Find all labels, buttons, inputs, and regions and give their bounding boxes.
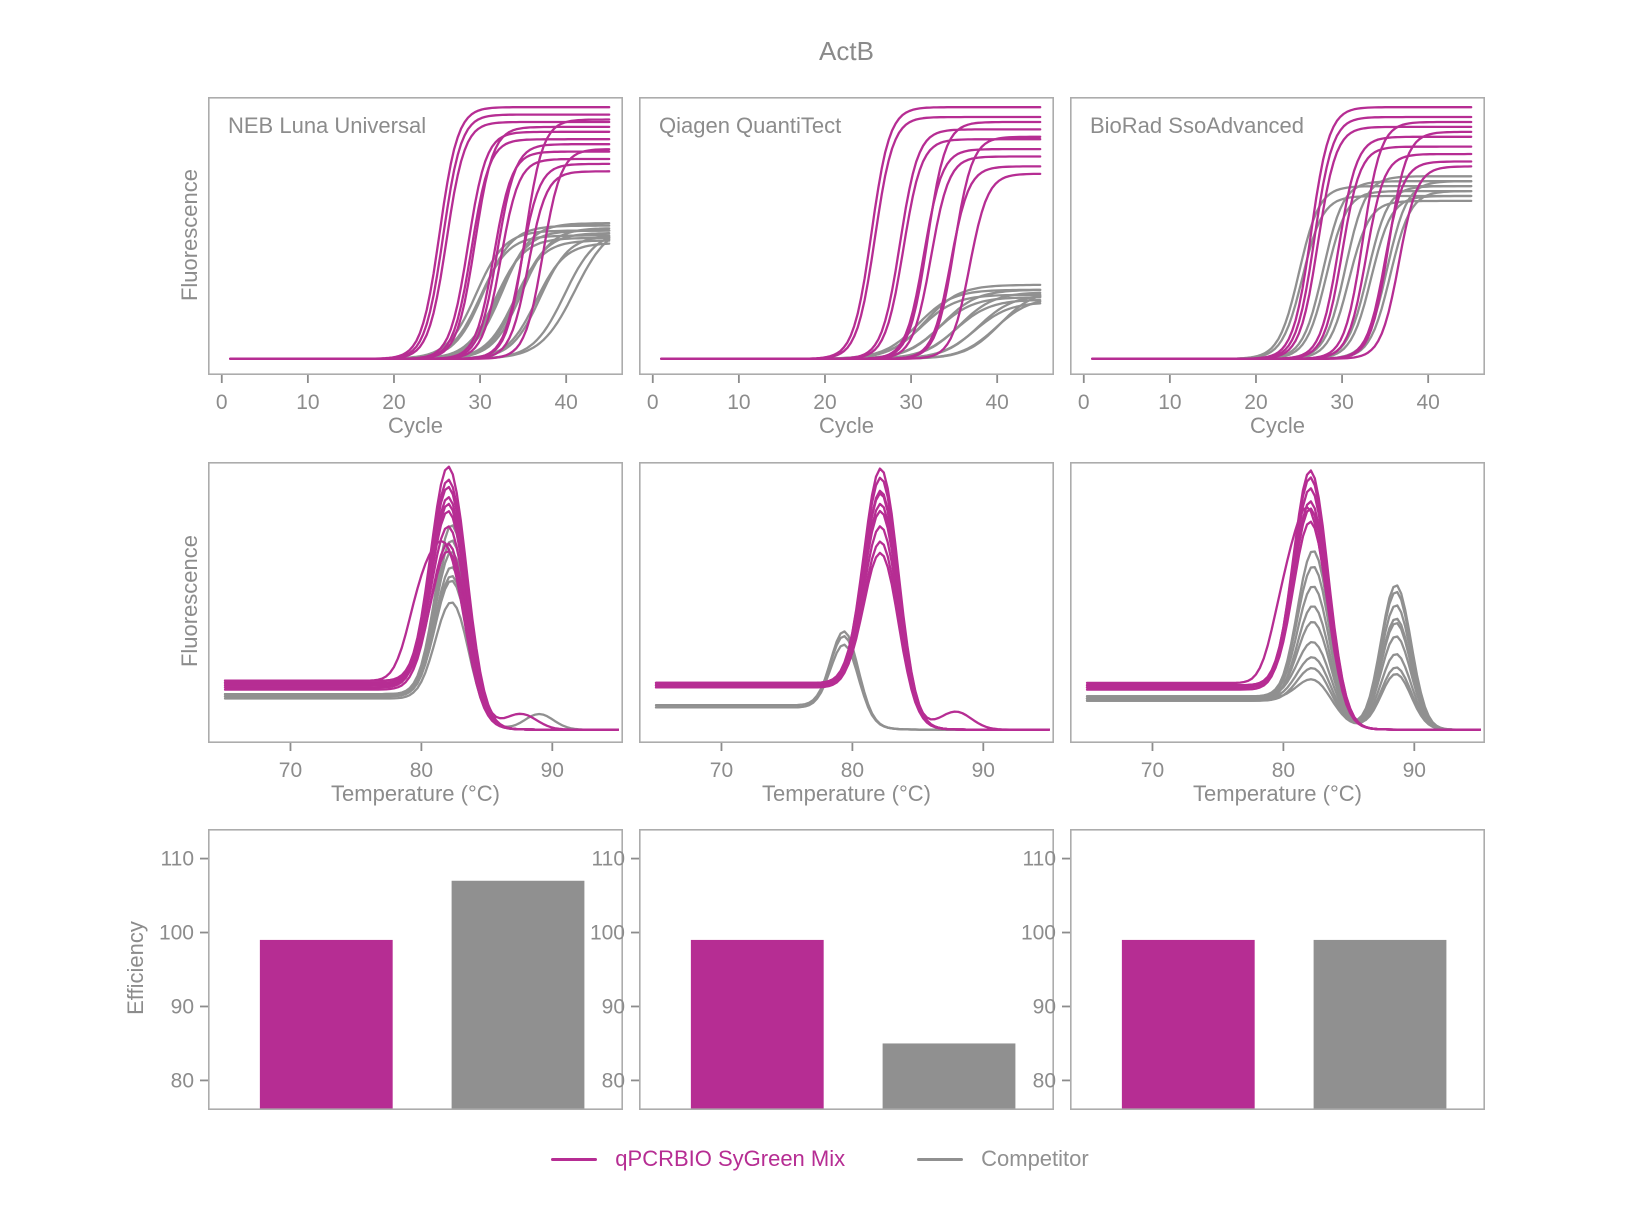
panel-melt-neb: 70 80 90 Temperature (°C) <box>208 462 623 806</box>
svg-text:70: 70 <box>1141 759 1164 782</box>
svg-text:Temperature (°C): Temperature (°C) <box>1193 781 1362 806</box>
panel-efficiency-neb: 80 90 100 110 <box>133 829 628 1116</box>
svg-text:10: 10 <box>1158 391 1181 414</box>
svg-text:Temperature (°C): Temperature (°C) <box>331 781 500 806</box>
bar-qpcrbio-sygreen-mix <box>259 939 393 1110</box>
svg-text:110: 110 <box>592 848 625 871</box>
svg-text:80: 80 <box>410 759 433 782</box>
svg-text:100: 100 <box>1021 922 1056 945</box>
melt-plot-qiagen: 70 80 90 Temperature (°C) <box>639 462 1054 806</box>
svg-text:0: 0 <box>647 391 659 414</box>
efficiency-bars-neb: 80 90 100 110 <box>159 829 623 1110</box>
svg-text:Cycle: Cycle <box>388 413 443 438</box>
svg-text:0: 0 <box>216 391 228 414</box>
svg-text:20: 20 <box>813 391 836 414</box>
legend-line-swatch-gray <box>917 1157 964 1161</box>
svg-text:80: 80 <box>1272 759 1295 782</box>
svg-text:80: 80 <box>171 1069 194 1092</box>
amplification-plot-qiagen: 0 10 20 30 40 Cycle <box>639 97 1054 438</box>
bar-qpcrbio-sygreen-mix <box>1121 939 1255 1110</box>
efficiency-bars-biorad: 80 90 100 110 <box>1021 829 1485 1110</box>
svg-text:40: 40 <box>985 391 1008 414</box>
svg-text:Temperature (°C): Temperature (°C) <box>762 781 931 806</box>
svg-text:90: 90 <box>541 759 564 782</box>
svg-text:80: 80 <box>1033 1069 1056 1092</box>
legend-item-qpcrbio: qPCRBIO SyGreen Mix <box>551 1146 845 1172</box>
svg-text:30: 30 <box>1330 391 1353 414</box>
legend-label-qpcrbio: qPCRBIO SyGreen Mix <box>615 1146 846 1171</box>
legend-item-competitor: Competitor <box>917 1146 1089 1172</box>
melt-plot-biorad: 70 80 90 Temperature (°C) <box>1070 462 1485 806</box>
svg-text:100: 100 <box>159 922 194 945</box>
svg-text:90: 90 <box>171 995 194 1018</box>
legend-line-swatch-magenta <box>551 1157 598 1161</box>
svg-text:20: 20 <box>382 391 405 414</box>
panel-label-biorad: BioRad SsoAdvanced <box>1090 113 1305 138</box>
panel-efficiency-biorad: 80 90 100 110 <box>995 829 1490 1116</box>
svg-text:80: 80 <box>841 759 864 782</box>
svg-text:90: 90 <box>1403 759 1426 782</box>
svg-text:90: 90 <box>1033 995 1056 1018</box>
svg-text:10: 10 <box>727 391 750 414</box>
legend-label-competitor: Competitor <box>981 1146 1089 1171</box>
row1-y-axis-label: Fluorescence <box>177 168 202 302</box>
amplification-plot-biorad: 0 10 20 30 40 Cycle <box>1070 97 1485 438</box>
figure-title: ActB <box>819 36 874 66</box>
svg-text:Cycle: Cycle <box>819 413 874 438</box>
panel-amplification-neb: 0 10 20 30 40 Cycle NEB Luna Universal <box>208 97 623 438</box>
legend: qPCRBIO SyGreen Mix Competitor <box>0 1146 1640 1172</box>
svg-text:0: 0 <box>1078 391 1090 414</box>
svg-text:20: 20 <box>1244 391 1267 414</box>
svg-text:10: 10 <box>296 391 319 414</box>
panel-efficiency-qiagen: 80 90 100 110 <box>564 829 1059 1116</box>
svg-text:70: 70 <box>279 759 302 782</box>
bar-competitor <box>882 1043 1016 1110</box>
row2-y-axis-label: Fluorescence <box>177 534 202 668</box>
panel-amplification-biorad: 0 10 20 30 40 Cycle BioRad SsoAdvanced <box>1070 97 1485 438</box>
svg-text:30: 30 <box>899 391 922 414</box>
svg-text:40: 40 <box>1416 391 1439 414</box>
svg-text:90: 90 <box>602 995 625 1018</box>
svg-text:110: 110 <box>1023 848 1056 871</box>
panel-label-qiagen: Qiagen QuantiTect <box>659 113 842 138</box>
melt-plot-neb: 70 80 90 Temperature (°C) <box>208 462 623 806</box>
svg-text:40: 40 <box>554 391 577 414</box>
efficiency-bars-qiagen: 80 90 100 110 <box>590 829 1054 1110</box>
panel-melt-biorad: 70 80 90 Temperature (°C) <box>1070 462 1485 806</box>
svg-text:80: 80 <box>602 1069 625 1092</box>
amplification-plot-neb: 0 10 20 30 40 Cycle <box>208 97 623 438</box>
svg-text:70: 70 <box>710 759 733 782</box>
svg-text:100: 100 <box>590 922 625 945</box>
bar-competitor <box>1313 939 1447 1110</box>
svg-text:Cycle: Cycle <box>1250 413 1305 438</box>
bar-qpcrbio-sygreen-mix <box>690 939 824 1110</box>
panel-melt-qiagen: 70 80 90 Temperature (°C) <box>639 462 1054 806</box>
svg-text:90: 90 <box>972 759 995 782</box>
bar-competitor <box>451 880 585 1110</box>
svg-text:110: 110 <box>161 848 194 871</box>
svg-text:30: 30 <box>468 391 491 414</box>
panel-amplification-qiagen: 0 10 20 30 40 Cycle Qiagen QuantiTect <box>639 97 1054 438</box>
panel-label-neb: NEB Luna Universal <box>228 113 427 138</box>
